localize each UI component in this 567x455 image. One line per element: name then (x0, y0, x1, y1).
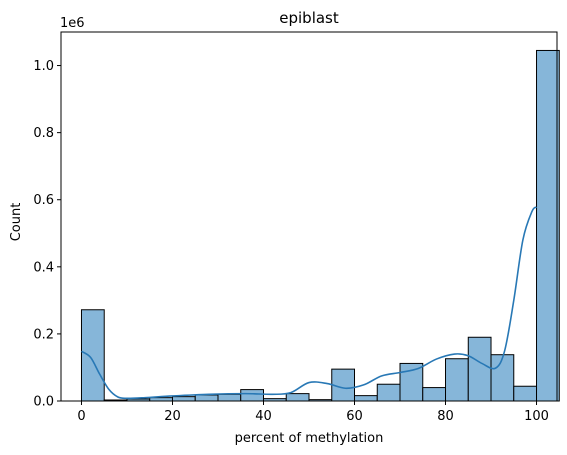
y-scale-label: 1e6 (60, 16, 85, 31)
x-tick-label: 80 (437, 409, 454, 424)
y-tick-label: 0.2 (33, 327, 54, 342)
y-ticks: 0.0 0.2 0.4 0.6 0.8 1.0 (33, 59, 61, 410)
histogram-bar (80, 309, 105, 402)
histogram-bar (490, 354, 515, 402)
histogram-bar (445, 358, 469, 402)
x-tick-label: 20 (164, 409, 181, 424)
histogram-bar (217, 393, 242, 402)
y-axis-label: Count (9, 203, 24, 242)
kde-curve (81, 206, 538, 400)
y-tick-label: 0.4 (33, 260, 54, 275)
x-ticks: 0 20 40 60 80 100 (77, 401, 549, 424)
histogram-bar (399, 362, 424, 402)
y-tick-label: 0.0 (33, 395, 54, 410)
histogram-bar (354, 395, 378, 402)
bars-group (80, 49, 560, 402)
x-tick-label: 40 (255, 409, 272, 424)
y-tick-label: 0.8 (33, 126, 54, 141)
histogram-bar (149, 397, 173, 402)
x-tick-label: 0 (77, 409, 85, 424)
x-tick-label: 60 (346, 409, 363, 424)
plot-frame (60, 31, 558, 402)
histogram-bar (240, 389, 264, 402)
x-axis-label: percent of methylation (235, 431, 384, 446)
y-tick-label: 0.6 (33, 193, 54, 208)
histogram-bar (171, 396, 196, 402)
histogram-bar (513, 385, 538, 402)
histogram-bar (194, 394, 219, 402)
y-tick-label: 1.0 (33, 59, 54, 74)
histogram-bar (285, 393, 310, 402)
histogram-bar (376, 383, 401, 402)
x-tick-label: 100 (524, 409, 549, 424)
histogram-bar (422, 387, 447, 402)
histogram-bar (536, 49, 560, 402)
histogram-bar (467, 336, 492, 402)
chart-title: epiblast (279, 9, 339, 27)
